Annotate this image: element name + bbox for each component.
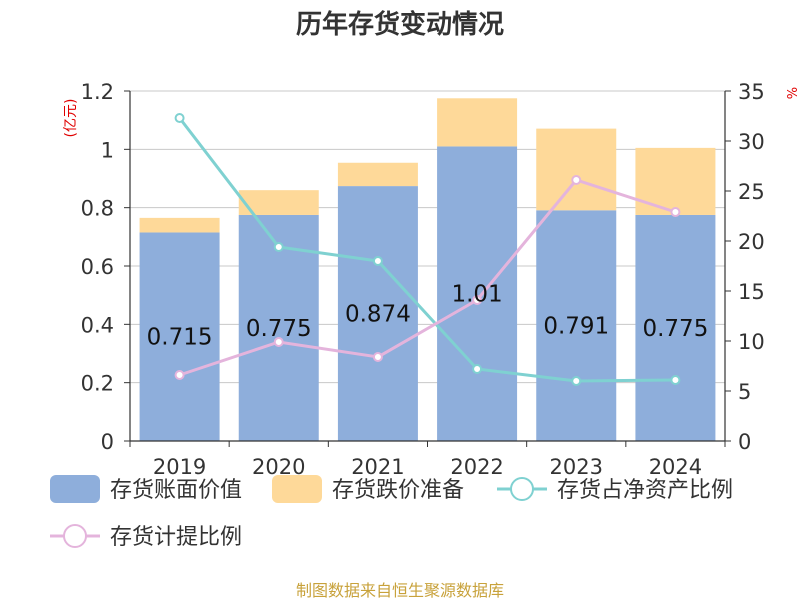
series-line bbox=[179, 178, 676, 377]
bar bbox=[337, 162, 418, 187]
y-right-unit: % bbox=[786, 87, 800, 99]
legend-label: 存货占净资产比例 bbox=[557, 478, 733, 503]
bar bbox=[139, 232, 220, 441]
y-right-tick-label: 20 bbox=[738, 230, 765, 254]
data-point bbox=[571, 175, 582, 185]
y-left-tick-label: 0.4 bbox=[81, 313, 114, 337]
data-label: 0.715 bbox=[147, 325, 213, 351]
y-left-tick-label: 0.6 bbox=[81, 255, 114, 279]
x-tick-label: 2022 bbox=[450, 455, 503, 479]
data-point bbox=[472, 364, 483, 374]
x-tick-label: 2019 bbox=[153, 455, 206, 479]
y-left-tick-label: 1 bbox=[101, 138, 114, 162]
chart-title: 历年存货变动情况 bbox=[295, 10, 504, 40]
legend-swatch bbox=[272, 475, 322, 503]
data-point bbox=[372, 352, 383, 362]
bar bbox=[635, 214, 716, 441]
data-point bbox=[372, 256, 383, 266]
y-right-tick-label: 30 bbox=[738, 130, 765, 154]
y-left-tick-label: 0.2 bbox=[81, 372, 114, 396]
data-label: 0.775 bbox=[246, 316, 312, 342]
data-point bbox=[571, 376, 582, 386]
series-line bbox=[178, 117, 676, 383]
legend-swatch bbox=[50, 475, 100, 503]
bar bbox=[238, 214, 319, 441]
legend-label: 存货跌价准备 bbox=[332, 478, 464, 503]
data-point bbox=[472, 295, 483, 305]
data-point bbox=[174, 370, 185, 380]
data-point bbox=[174, 113, 185, 123]
y-left-tick-label: 0.8 bbox=[81, 197, 114, 221]
data-label: 0.791 bbox=[543, 314, 609, 340]
x-tick-label: 2021 bbox=[351, 455, 404, 479]
y-right-tick-label: 15 bbox=[738, 280, 765, 304]
data-point bbox=[670, 375, 681, 385]
legend-marker bbox=[63, 524, 87, 548]
y-left-tick-label: 1.2 bbox=[81, 80, 114, 104]
bar bbox=[536, 210, 617, 441]
data-point bbox=[273, 242, 284, 252]
data-label: 1.01 bbox=[451, 282, 502, 308]
x-tick-label: 2023 bbox=[550, 455, 603, 479]
bar bbox=[437, 98, 518, 147]
y-right-tick-label: 35 bbox=[738, 80, 765, 104]
data-labels: 0.715 0.775 0.874 1.01 0.791 0.775 bbox=[147, 282, 709, 351]
gridlines bbox=[130, 90, 725, 384]
y-right-tick-label: 10 bbox=[738, 330, 765, 354]
bar bbox=[536, 128, 617, 211]
y-right-tick-label: 5 bbox=[738, 380, 751, 404]
data-point bbox=[670, 207, 681, 217]
y-right-tick-label: 25 bbox=[738, 180, 765, 204]
y-right-tick-label: 0 bbox=[738, 430, 751, 454]
data-label: 0.775 bbox=[642, 316, 708, 342]
bar bbox=[139, 217, 220, 233]
axes: 0 0.2 0.4 0.6 0.8 1 1.2 0 5 10 15 20 25 30 35 (亿元)% 2019… bbox=[63, 80, 800, 479]
legend-label: 存货账面价值 bbox=[110, 478, 242, 503]
legend-label: 存货计提比例 bbox=[110, 525, 242, 550]
legend-marker bbox=[510, 477, 534, 501]
bar bbox=[437, 146, 518, 441]
y-left-tick-label: 0 bbox=[101, 430, 114, 454]
source-note: 制图数据来自恒生聚源数据库 bbox=[295, 581, 504, 600]
bars bbox=[139, 98, 716, 441]
bar bbox=[337, 186, 418, 441]
data-point bbox=[273, 337, 284, 347]
series-lines bbox=[174, 113, 681, 386]
data-label: 0.874 bbox=[345, 302, 411, 328]
bar bbox=[635, 147, 716, 215]
y-left-unit: (亿元) bbox=[63, 99, 79, 138]
x-tick-label: 2024 bbox=[649, 455, 702, 479]
